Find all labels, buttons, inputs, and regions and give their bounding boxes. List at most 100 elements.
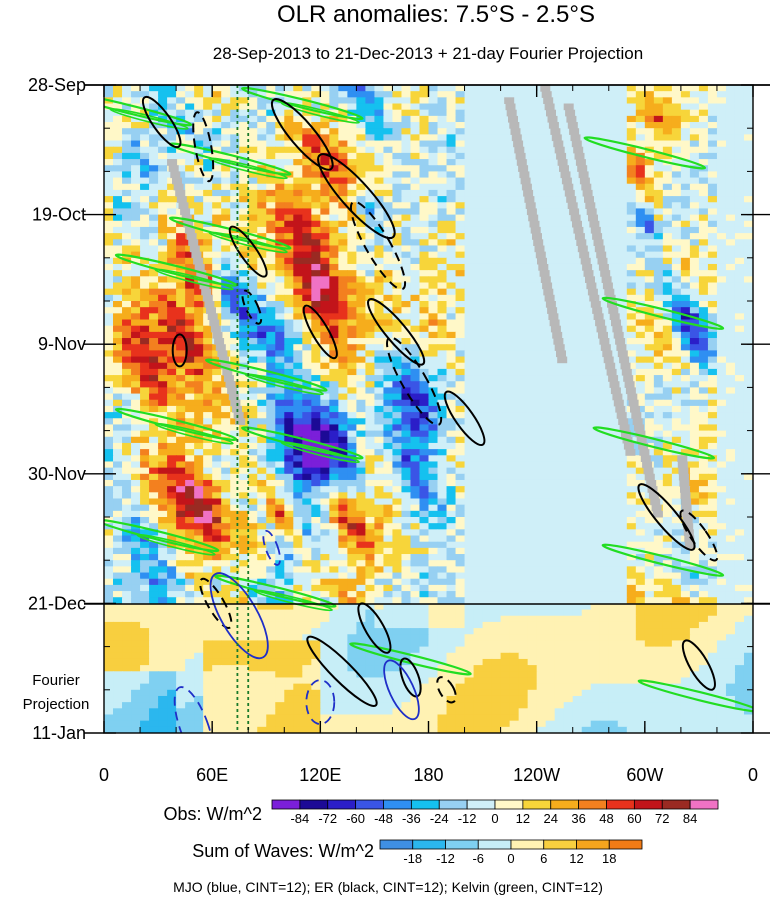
- heatmap-cell: [689, 140, 700, 148]
- heatmap-cell: [455, 492, 466, 500]
- heatmap-cell: [734, 109, 745, 117]
- heatmap-cell: [698, 134, 709, 142]
- heatmap-cell: [662, 368, 673, 376]
- heatmap-cell: [293, 325, 303, 333]
- heatmap-cell: [158, 486, 168, 493]
- heatmap-cell: [536, 220, 547, 228]
- heatmap-cell: [716, 183, 727, 191]
- heatmap-cell: [203, 233, 213, 240]
- heatmap-cell: [572, 356, 583, 364]
- heatmap-cell: [581, 159, 592, 166]
- heatmap-cell: [725, 424, 736, 432]
- heatmap-cell: [275, 263, 285, 271]
- heatmap-cell: [518, 498, 529, 506]
- heatmap-cell: [356, 301, 366, 308]
- heatmap-cell: [239, 109, 249, 117]
- heatmap-cell: [626, 479, 637, 487]
- heatmap-cell: [590, 356, 601, 364]
- heatmap-cell: [131, 430, 141, 438]
- heatmap-cell: [482, 344, 493, 351]
- heatmap-cell: [554, 424, 565, 432]
- heatmap-cell: [482, 128, 493, 135]
- heatmap-cell: [725, 128, 736, 135]
- heatmap-cell: [302, 294, 312, 302]
- heatmap-cell: [401, 479, 412, 487]
- heatmap-cell: [464, 331, 475, 339]
- heatmap-cell: [338, 405, 348, 413]
- heatmap-cell: [518, 282, 529, 290]
- heatmap-cell: [446, 233, 457, 240]
- heatmap-cell: [662, 165, 673, 172]
- heatmap-cell: [509, 467, 520, 475]
- heatmap-cell: [284, 183, 294, 191]
- heatmap-cell: [590, 418, 601, 426]
- heatmap-cell: [707, 97, 718, 105]
- heatmap-cell: [743, 103, 753, 111]
- heatmap-cell: [113, 325, 123, 333]
- heatmap-cell: [113, 442, 123, 450]
- heatmap-cell: [509, 442, 520, 450]
- heatmap-cell: [680, 226, 691, 234]
- heatmap-cell: [338, 301, 348, 308]
- heatmap-cell: [671, 214, 682, 222]
- heatmap-cell: [113, 165, 123, 172]
- heatmap-cell: [707, 214, 718, 222]
- heatmap-cell: [410, 294, 421, 302]
- heatmap-cell: [284, 239, 294, 247]
- heatmap-cell: [590, 381, 601, 388]
- heatmap-cell: [509, 430, 520, 438]
- heatmap-cell: [617, 208, 628, 216]
- heatmap-cell: [491, 455, 502, 463]
- heatmap-cell: [374, 492, 385, 500]
- heatmap-cell: [599, 140, 610, 148]
- heatmap-cell: [338, 183, 348, 191]
- heatmap-cell: [212, 436, 222, 444]
- heatmap-cell: [707, 263, 718, 271]
- heatmap-cell: [401, 270, 412, 277]
- heatmap-cell: [401, 239, 412, 247]
- heatmap-cell: [644, 140, 655, 148]
- heatmap-cell: [419, 405, 430, 413]
- heatmap-cell: [491, 239, 502, 247]
- heatmap-cell: [275, 393, 285, 401]
- heatmap-cell: [410, 473, 421, 481]
- heatmap-cell: [185, 325, 195, 333]
- heatmap-cell: [464, 85, 475, 92]
- heatmap-cell: [725, 313, 736, 321]
- heatmap-cell: [149, 245, 159, 253]
- heatmap-cell: [356, 387, 366, 395]
- heatmap-cell: [392, 424, 403, 432]
- heatmap-cell: [698, 387, 709, 395]
- heatmap-cell: [365, 233, 376, 240]
- heatmap-cell: [122, 171, 132, 179]
- heatmap-cell: [563, 128, 574, 135]
- heatmap-cell: [320, 455, 330, 463]
- heatmap-cell: [473, 115, 484, 123]
- heatmap-cell: [734, 331, 745, 339]
- heatmap-cell: [167, 288, 177, 296]
- heatmap-cell: [662, 103, 673, 111]
- heatmap-cell: [329, 479, 339, 487]
- heatmap-cell: [680, 183, 691, 191]
- heatmap-cell: [518, 85, 529, 92]
- heatmap-cell: [455, 189, 466, 197]
- heatmap-cell: [716, 294, 727, 302]
- heatmap-cell: [131, 146, 141, 154]
- heatmap-cell: [653, 85, 664, 92]
- heatmap-cell: [338, 486, 348, 493]
- heatmap-cell: [356, 97, 366, 105]
- heatmap-cell: [527, 412, 538, 419]
- heatmap-row: [104, 338, 753, 345]
- heatmap-row: [104, 455, 753, 463]
- heatmap-cell: [131, 270, 141, 277]
- heatmap-cell: [428, 257, 439, 265]
- heatmap-cell: [653, 146, 664, 154]
- heatmap-cell: [716, 152, 727, 160]
- heatmap-cell: [113, 239, 123, 247]
- heatmap-cell: [347, 152, 357, 160]
- heatmap-cell: [257, 301, 267, 308]
- heatmap-cell: [599, 301, 610, 308]
- heatmap-cell: [239, 220, 249, 228]
- heatmap-cell: [644, 159, 655, 166]
- heatmap-cell: [212, 467, 222, 475]
